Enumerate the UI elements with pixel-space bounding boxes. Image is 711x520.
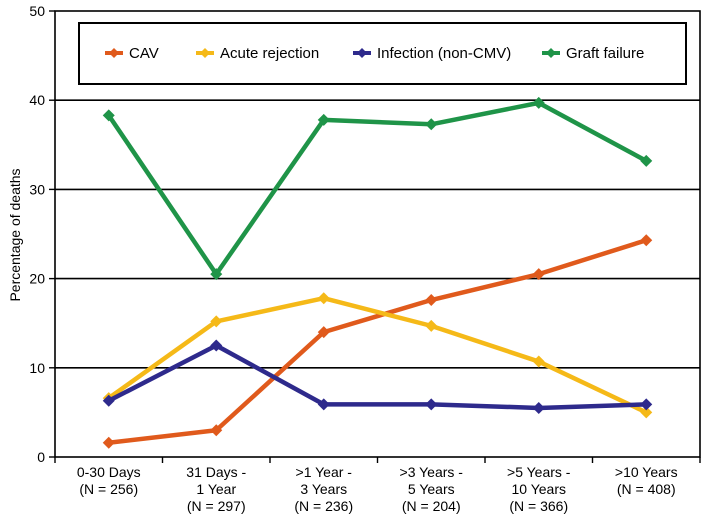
series-cav bbox=[102, 234, 653, 449]
series-graft-failure bbox=[102, 96, 653, 281]
data-point bbox=[317, 292, 330, 305]
y-axis-title: Percentage of deaths bbox=[7, 168, 23, 301]
legend-marker bbox=[109, 48, 119, 58]
legend-label: Acute rejection bbox=[220, 45, 319, 62]
data-point bbox=[640, 406, 653, 419]
x-category-label: 0-30 Days (N = 256) bbox=[77, 464, 141, 497]
data-point bbox=[102, 436, 115, 449]
series-line bbox=[106, 100, 648, 277]
data-point bbox=[210, 339, 223, 352]
data-point bbox=[532, 355, 545, 368]
legend-label: CAV bbox=[129, 45, 159, 62]
y-tick-label: 20 bbox=[29, 271, 45, 287]
series-infection-non-cmv bbox=[102, 339, 653, 414]
data-point bbox=[640, 398, 653, 411]
series-line bbox=[107, 343, 647, 411]
x-category-label: >5 Years -10 Years (N = 366) bbox=[507, 464, 571, 514]
data-point bbox=[102, 394, 115, 407]
data-point bbox=[317, 326, 330, 339]
x-category-label: 31 Days -1 Year (N = 297) bbox=[186, 464, 246, 514]
series-line bbox=[108, 238, 647, 445]
y-tick-label: 0 bbox=[37, 449, 45, 465]
data-point bbox=[425, 319, 438, 332]
axis-labels: 0 10 20 30 40 50 0-30 Days (N = 256) 31 Days -1 … bbox=[29, 3, 677, 514]
data-point bbox=[425, 294, 438, 307]
data-point bbox=[425, 398, 438, 411]
data-point bbox=[317, 398, 330, 411]
data-point bbox=[532, 96, 545, 109]
data-point bbox=[532, 268, 545, 281]
data-point bbox=[102, 109, 115, 122]
series-line bbox=[107, 295, 648, 415]
legend-label: Graft failure bbox=[566, 45, 644, 62]
data-point bbox=[317, 113, 330, 126]
legend-label: Infection (non-CMV) bbox=[377, 45, 511, 62]
y-tick-label: 40 bbox=[29, 92, 45, 108]
x-category-label: >10 Years (N = 408) bbox=[615, 464, 678, 497]
y-tick-label: 50 bbox=[29, 3, 45, 19]
y-tick-label: 30 bbox=[29, 181, 45, 197]
legend-box bbox=[78, 22, 687, 85]
series-lines bbox=[102, 96, 653, 449]
series-acute-rejection bbox=[102, 292, 653, 419]
gridlines bbox=[55, 99, 700, 369]
data-point bbox=[425, 118, 438, 131]
x-category-label: >3 Years -5 Years (N = 204) bbox=[400, 464, 464, 514]
data-point bbox=[210, 315, 223, 328]
data-point bbox=[640, 154, 653, 167]
data-point bbox=[210, 268, 223, 281]
legend-marker bbox=[200, 48, 210, 58]
axes bbox=[49, 10, 701, 463]
x-category-label: >1 Year -3 Years (N = 236) bbox=[294, 464, 353, 514]
legend: CAV Acute rejection Infection (non-CMV) Gra… bbox=[78, 22, 687, 85]
data-point bbox=[532, 401, 545, 414]
data-point bbox=[210, 424, 223, 437]
legend-marker bbox=[357, 48, 367, 58]
y-tick-label: 10 bbox=[29, 360, 45, 376]
legend-marker bbox=[546, 48, 556, 58]
data-point bbox=[640, 234, 653, 247]
